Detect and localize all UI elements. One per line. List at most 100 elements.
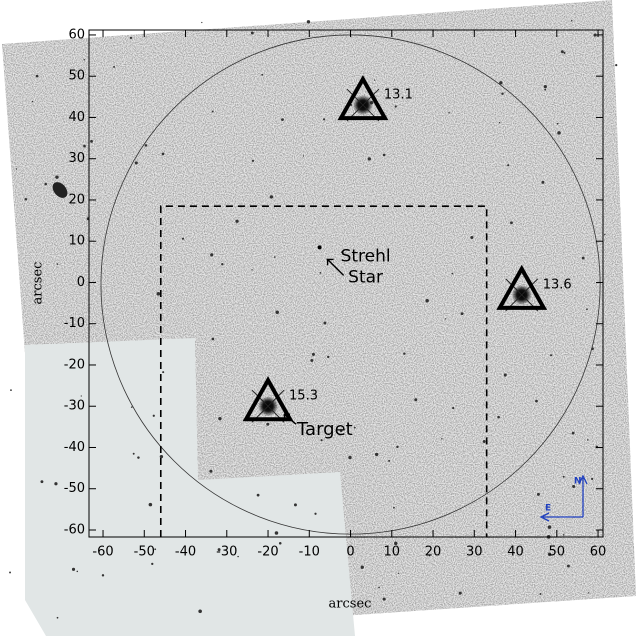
field-star	[562, 475, 565, 478]
field-star	[314, 512, 317, 515]
field-star	[586, 308, 588, 311]
field-star	[113, 65, 115, 68]
field-star	[31, 100, 34, 103]
field-star	[237, 555, 239, 558]
field-star	[161, 152, 165, 156]
field-star	[151, 562, 154, 566]
field-star	[211, 110, 214, 113]
field-star	[557, 131, 561, 135]
field-star	[322, 118, 326, 121]
field-star	[547, 552, 552, 557]
field-star	[403, 352, 406, 355]
field-star	[571, 431, 575, 435]
field-star	[556, 122, 559, 125]
field-star	[269, 195, 274, 199]
field-star	[451, 272, 454, 275]
field-star	[604, 233, 606, 236]
field-star	[541, 180, 545, 184]
field-star	[367, 157, 372, 161]
field-star	[134, 161, 138, 165]
field-star	[181, 237, 185, 240]
field-star	[278, 541, 282, 545]
field-star	[55, 175, 59, 179]
x-tick-label: -20	[257, 545, 278, 560]
field-star	[581, 256, 585, 260]
x-tick-label: -10	[299, 545, 320, 560]
field-star	[130, 406, 133, 408]
x-tick-label: 40	[507, 545, 524, 560]
compass-north: N	[574, 477, 582, 487]
y-axis-label: arcsec	[31, 262, 46, 305]
field-star	[129, 36, 133, 40]
field-star	[382, 153, 386, 157]
field-star	[152, 414, 155, 417]
x-tick-label: -50	[134, 545, 155, 560]
triangle-marker	[337, 75, 389, 121]
field-star	[470, 235, 474, 239]
dashed-box	[159, 205, 488, 537]
field-star	[24, 198, 28, 201]
target-arrow	[283, 413, 297, 425]
field-star	[536, 492, 540, 496]
field-star	[396, 445, 399, 449]
field-star	[394, 105, 397, 108]
field-star	[56, 263, 59, 265]
field-star	[101, 574, 105, 577]
field-star	[302, 155, 305, 157]
field-star	[425, 299, 429, 303]
field-star	[563, 51, 566, 54]
field-star	[498, 122, 501, 124]
field-star	[591, 477, 594, 481]
y-tick-label: -60	[64, 522, 85, 537]
y-tick-label: -40	[64, 440, 85, 455]
field-star	[306, 20, 311, 24]
field-star	[341, 250, 344, 254]
field-star	[162, 371, 165, 374]
field-star	[507, 164, 510, 167]
x-tick-label: 20	[425, 545, 442, 560]
field-star	[448, 112, 450, 114]
triangle-marker	[496, 264, 548, 310]
field-star	[539, 593, 542, 595]
field-star	[83, 144, 86, 148]
field-star	[374, 452, 379, 457]
field-star	[373, 79, 376, 81]
y-tick-label: 30	[68, 151, 85, 166]
field-star	[75, 70, 77, 72]
compass-east: E	[545, 504, 551, 514]
field-star	[503, 373, 507, 377]
field-star	[499, 81, 503, 85]
field-star	[327, 355, 330, 359]
field-star	[547, 525, 552, 529]
field-star	[148, 502, 153, 507]
field-star	[154, 548, 157, 551]
compass-arrows	[539, 474, 588, 522]
field-star	[550, 354, 553, 357]
field-star	[156, 292, 161, 296]
field-star	[54, 482, 58, 486]
field-star	[588, 592, 590, 594]
y-tick-label: 40	[68, 110, 85, 125]
field-star	[394, 541, 398, 546]
field-star	[397, 572, 400, 574]
y-tick-label: 10	[68, 234, 85, 249]
field-star	[482, 440, 486, 443]
field-star	[266, 422, 270, 426]
field-star	[210, 253, 214, 257]
field-star	[76, 570, 79, 573]
field-star	[544, 88, 547, 91]
field-star	[218, 416, 222, 421]
field-star	[250, 31, 254, 35]
field-star	[251, 159, 255, 162]
y-tick-label: 50	[68, 69, 85, 84]
field-star	[414, 398, 418, 402]
field-star	[211, 337, 215, 341]
y-tick-label: 0	[77, 275, 85, 290]
x-tick-label: 0	[346, 545, 354, 560]
y-tick-label: -30	[64, 399, 85, 414]
x-tick-label: -40	[175, 545, 196, 560]
field-star	[90, 139, 93, 143]
field-star	[132, 452, 135, 455]
field-star	[460, 312, 464, 316]
